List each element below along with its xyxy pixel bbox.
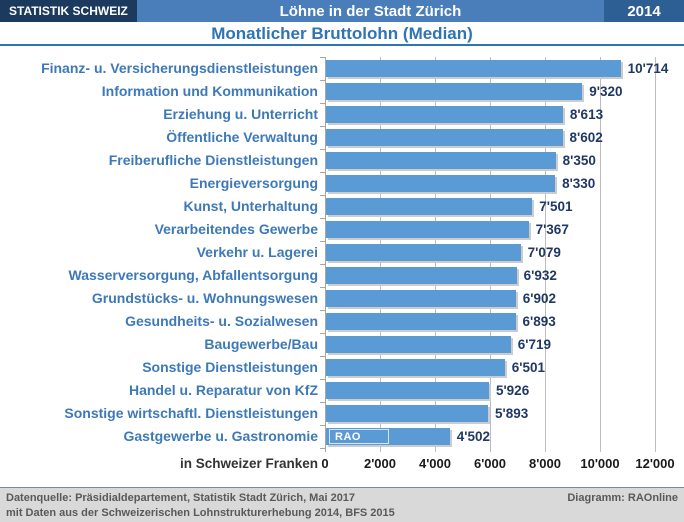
category-label: Verkehr u. Lagerei bbox=[196, 244, 318, 260]
value-label: 6'893 bbox=[522, 314, 556, 329]
category-label: Information und Kommunikation bbox=[101, 83, 318, 99]
y-axis-tick bbox=[320, 149, 325, 150]
category-label: Gastgewerbe u. Gastronomie bbox=[123, 428, 319, 444]
bar bbox=[326, 313, 516, 330]
value-label: 7'367 bbox=[535, 222, 569, 237]
bar bbox=[326, 405, 489, 422]
category-label: Handel u. Reparatur von KfZ bbox=[128, 382, 318, 398]
category-label: Grundstücks- u. Wohnungswesen bbox=[91, 290, 318, 306]
value-label: 10'714 bbox=[627, 61, 669, 76]
x-tick-label: 0 bbox=[321, 456, 329, 471]
value-label: 6'501 bbox=[511, 360, 546, 375]
category-label: Baugewerbe/Bau bbox=[204, 336, 318, 352]
y-axis-tick bbox=[320, 425, 325, 426]
y-axis-tick bbox=[320, 218, 325, 219]
value-label: 7'501 bbox=[539, 199, 573, 214]
y-axis-tick bbox=[320, 402, 325, 403]
category-label: Erziehung u. Unterricht bbox=[163, 106, 318, 122]
bar bbox=[326, 175, 556, 192]
y-axis-tick bbox=[320, 195, 325, 196]
bar bbox=[326, 198, 533, 215]
bar bbox=[326, 129, 563, 146]
bar bbox=[326, 336, 511, 353]
category-label: Wasserversorgung, Abfallentsorgung bbox=[68, 267, 318, 283]
y-axis-tick bbox=[320, 310, 325, 311]
y-axis-tick bbox=[320, 356, 325, 357]
category-label: Finanz- u. Versicherungsdienstleistungen bbox=[41, 60, 318, 76]
y-axis-tick bbox=[320, 379, 325, 380]
footer: Datenquelle: Präsidialdepartement, Stati… bbox=[0, 487, 684, 522]
value-label: 6'719 bbox=[517, 337, 552, 352]
y-axis-tick bbox=[320, 103, 325, 104]
bar bbox=[326, 152, 556, 169]
value-label: 6'902 bbox=[522, 291, 557, 306]
bar: RAO bbox=[326, 428, 450, 445]
value-label: 8'350 bbox=[562, 153, 596, 168]
data-source-line1: Datenquelle: Präsidialdepartement, Stati… bbox=[6, 492, 356, 504]
y-axis-tick bbox=[320, 264, 325, 265]
brand-box: STATISTIK SCHWEIZ bbox=[0, 0, 137, 22]
y-axis-tick bbox=[320, 57, 325, 58]
rao-watermark: RAO bbox=[329, 429, 389, 444]
bar bbox=[326, 60, 621, 77]
value-label: 5'893 bbox=[495, 406, 529, 421]
category-label: Energieversorgung bbox=[189, 175, 318, 191]
y-axis-tick bbox=[320, 241, 325, 242]
x-axis-title: in Schweizer Franken bbox=[179, 456, 318, 471]
gridline bbox=[600, 57, 601, 452]
diagram-credit: Diagramm: RAOnline bbox=[567, 492, 678, 504]
x-tick-label: 12'000 bbox=[635, 456, 675, 471]
header-bar: STATISTIK SCHWEIZ Löhne in der Stadt Zür… bbox=[0, 0, 684, 22]
value-label: 9'320 bbox=[589, 84, 623, 99]
y-axis-line bbox=[325, 57, 326, 452]
value-label: 8'613 bbox=[569, 107, 604, 122]
x-tick-label: 6'000 bbox=[473, 456, 506, 471]
x-tick-label: 4'000 bbox=[418, 456, 451, 471]
chart-subtitle: Monatlicher Bruttolohn (Median) bbox=[211, 24, 473, 43]
data-source-line2: mit Daten aus der Schweizerischen Lohnst… bbox=[6, 507, 395, 519]
value-label: 8'330 bbox=[562, 176, 596, 191]
bar bbox=[326, 290, 516, 307]
bar bbox=[326, 382, 489, 399]
gridline bbox=[545, 57, 546, 452]
x-tick-label: 10'000 bbox=[580, 456, 620, 471]
value-label: 7'079 bbox=[527, 245, 561, 260]
category-label: Öffentliche Verwaltung bbox=[166, 129, 318, 145]
subtitle-divider bbox=[0, 44, 684, 46]
y-axis-tick bbox=[320, 287, 325, 288]
x-tick-label: 2'000 bbox=[363, 456, 396, 471]
bar bbox=[326, 359, 505, 376]
category-label: Sonstige wirtschaftl. Dienstleistungen bbox=[64, 405, 318, 421]
value-label: 8'602 bbox=[569, 130, 603, 145]
y-axis-tick bbox=[320, 333, 325, 334]
brand-label: STATISTIK SCHWEIZ bbox=[9, 4, 128, 18]
x-tick-label: 8'000 bbox=[528, 456, 561, 471]
category-label: Sonstige Dienstleistungen bbox=[142, 359, 318, 375]
category-label: Gesundheits- u. Sozialwesen bbox=[125, 313, 318, 329]
year-badge: 2014 bbox=[604, 0, 684, 22]
category-label: Kunst, Unterhaltung bbox=[183, 198, 318, 214]
y-axis-tick bbox=[320, 448, 325, 449]
bar bbox=[326, 267, 517, 284]
bar-chart: Finanz- u. Versicherungsdienstleistungen… bbox=[0, 46, 684, 486]
gridline bbox=[655, 57, 656, 452]
page-title: Löhne in der Stadt Zürich bbox=[279, 2, 462, 20]
bar bbox=[326, 244, 521, 261]
y-axis-tick bbox=[320, 126, 325, 127]
bar bbox=[326, 83, 583, 100]
value-label: 6'932 bbox=[523, 268, 557, 283]
y-axis-tick bbox=[320, 80, 325, 81]
y-axis-tick bbox=[320, 172, 325, 173]
category-label: Freiberufliche Dienstleistungen bbox=[108, 152, 318, 168]
bar bbox=[326, 106, 563, 123]
bar bbox=[326, 221, 529, 238]
value-label: 4'502 bbox=[456, 429, 491, 444]
value-label: 5'926 bbox=[495, 383, 530, 398]
category-label: Verarbeitendes Gewerbe bbox=[154, 221, 318, 237]
